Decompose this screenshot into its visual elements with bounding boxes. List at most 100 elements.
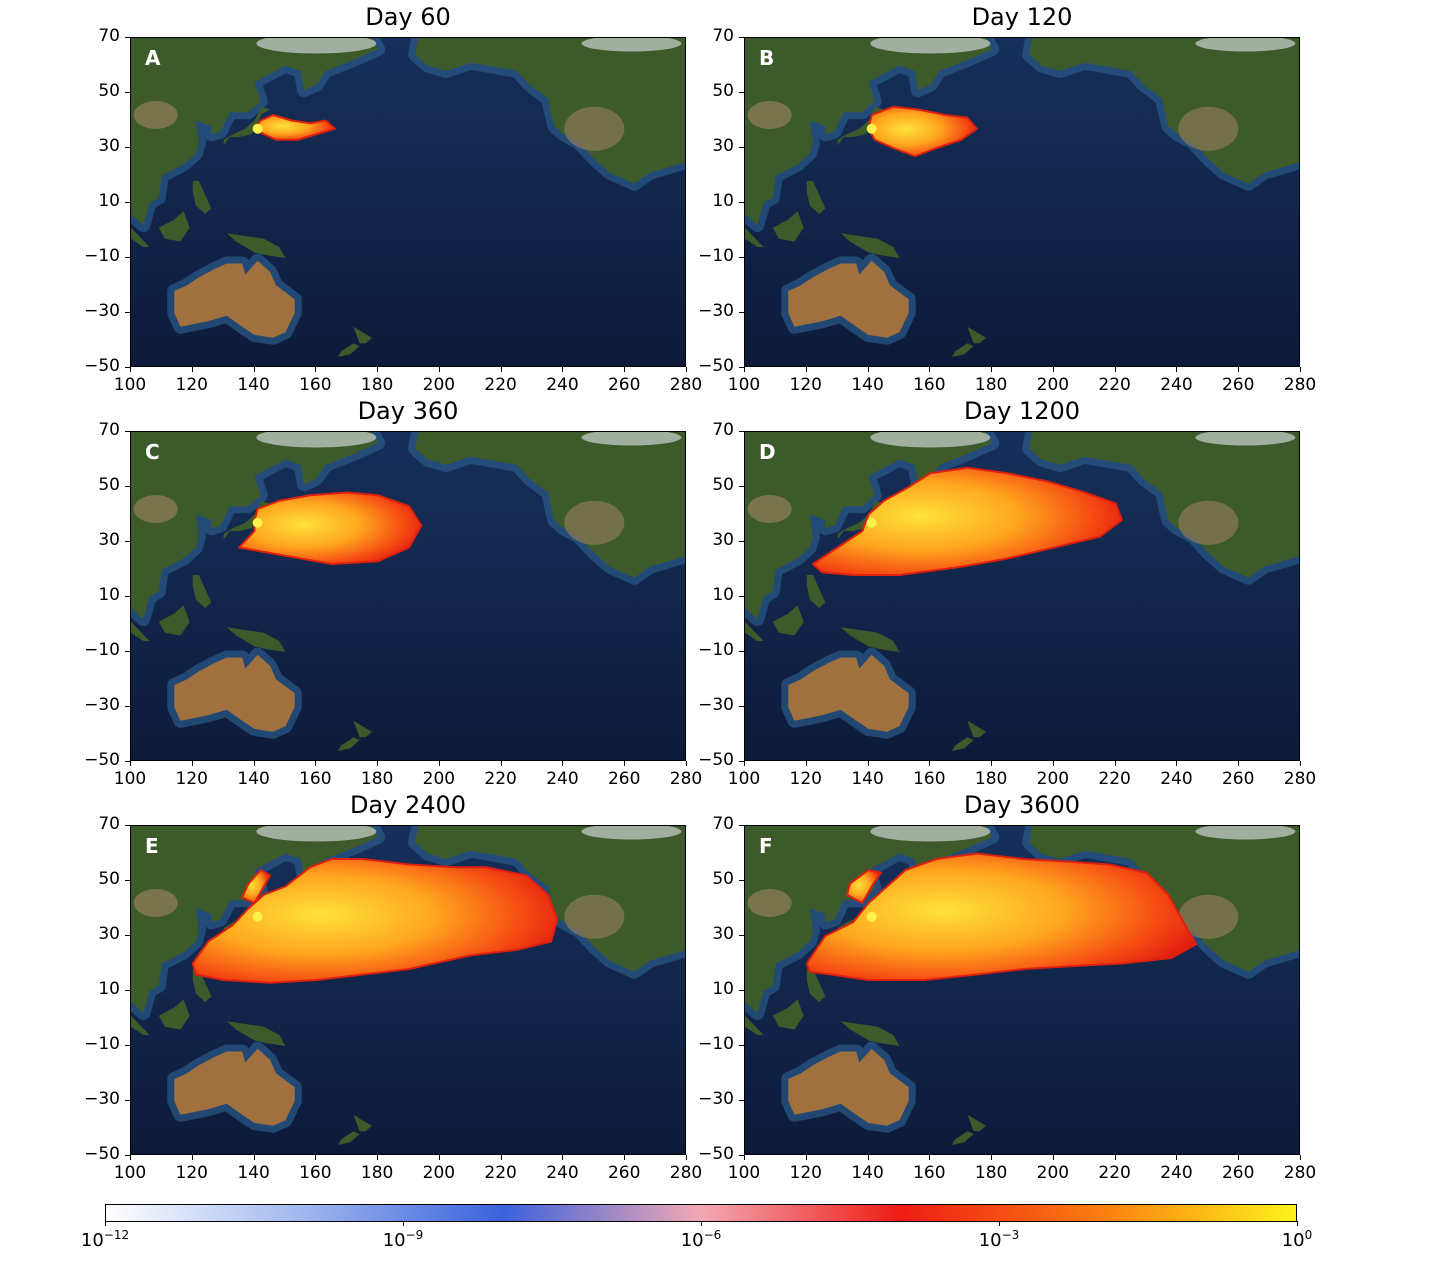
x-tick-mark <box>805 367 807 372</box>
x-tick-label: 120 <box>175 769 208 789</box>
x-tick-label: 260 <box>1221 769 1255 789</box>
x-tick-label: 260 <box>607 375 641 395</box>
x-tick-label: 120 <box>175 375 208 395</box>
x-tick-label: 220 <box>1098 769 1131 789</box>
colorbar-label: 10−3 <box>959 1228 1039 1251</box>
x-tick-mark <box>1114 761 1116 766</box>
x-tick-label: 140 <box>851 1163 884 1183</box>
x-tick-label: 140 <box>851 375 884 395</box>
satellite-map: F <box>744 825 1300 1155</box>
source-point <box>866 123 877 134</box>
source-point <box>252 123 263 134</box>
y-tick-label: 70 <box>712 26 734 46</box>
x-tick-label: 140 <box>237 1163 270 1183</box>
desert-region <box>133 495 178 523</box>
y-tick-label: −10 <box>698 1034 734 1054</box>
y-tick-mark <box>125 990 130 991</box>
x-tick-label: 260 <box>607 1163 641 1183</box>
x-tick-label: 240 <box>1160 1163 1193 1183</box>
map-panel: Day 2400 E 70 50 30 10 −10 −30 −50 100 120 140 160 18… <box>84 791 702 1183</box>
concentration-plume <box>253 114 336 141</box>
sumatra-landmass <box>131 1015 150 1035</box>
colorbar-tick <box>999 1221 1000 1226</box>
new-zealand-landmass <box>951 343 974 357</box>
y-tick-mark <box>125 1155 130 1156</box>
x-tick-mark <box>562 367 564 372</box>
north-america-landmass <box>1029 826 1299 972</box>
x-tick-label: 240 <box>546 375 579 395</box>
ice-region <box>1195 432 1296 446</box>
x-tick-mark <box>744 761 745 766</box>
x-tick-mark <box>130 367 131 372</box>
y-tick-mark <box>739 37 744 38</box>
x-tick-mark <box>805 761 807 766</box>
x-tick-label: 220 <box>484 769 517 789</box>
x-tick-label: 280 <box>1283 375 1317 395</box>
x-tick-label: 100 <box>113 769 147 789</box>
x-tick-label: 100 <box>727 769 761 789</box>
panel-title: Day 120 <box>971 3 1073 31</box>
concentration-plume <box>191 858 559 984</box>
map-panel: Day 3600 F 70 50 30 10 −10 −30 −50 100 120 140 160 18… <box>698 791 1316 1183</box>
new-guinea-landmass <box>840 233 900 258</box>
desert-region <box>1178 106 1239 151</box>
desert-region <box>1178 894 1239 939</box>
x-tick-mark <box>253 367 255 372</box>
y-tick-label: 70 <box>712 420 734 440</box>
y-tick-label: 50 <box>98 869 120 889</box>
y-tick-label: 50 <box>98 475 120 495</box>
x-tick-label: 160 <box>299 375 332 395</box>
x-tick-mark <box>1176 367 1178 372</box>
y-tick-label: −50 <box>84 356 120 376</box>
x-tick-mark <box>377 761 379 766</box>
x-tick-mark <box>805 1155 807 1160</box>
y-tick-mark <box>739 431 744 432</box>
x-tick-mark <box>1300 1155 1301 1160</box>
sumatra-landmass <box>131 227 150 247</box>
y-tick-label: −50 <box>84 750 120 770</box>
x-tick-label: 180 <box>974 375 1008 395</box>
borneo-landmass <box>772 211 804 242</box>
colorbar-label-exponent: −12 <box>103 1228 130 1242</box>
x-tick-mark <box>991 367 993 372</box>
satellite-map: D <box>744 431 1300 761</box>
panel-letter: B <box>759 46 775 70</box>
source-point <box>866 911 877 922</box>
x-tick-mark <box>929 1155 931 1160</box>
y-tick-label: −30 <box>698 695 734 715</box>
colorbar <box>105 1204 1297 1222</box>
desert-region <box>747 101 792 129</box>
north-america-landmass <box>415 38 685 184</box>
x-tick-mark <box>686 1155 687 1160</box>
australia-landmass <box>788 1048 909 1126</box>
x-tick-mark <box>500 761 502 766</box>
x-tick-label: 180 <box>360 375 394 395</box>
ice-region <box>1195 826 1296 840</box>
concentration-plume <box>805 852 1197 981</box>
new-zealand-landmass <box>951 737 974 751</box>
desert-region <box>133 101 178 129</box>
map-panel: Day 1200 D 70 50 30 10 −10 −30 −50 100 120 140 160 18… <box>698 397 1316 789</box>
x-tick-label: 280 <box>1283 769 1317 789</box>
x-tick-mark <box>1114 367 1116 372</box>
panel-title: Day 60 <box>365 3 451 31</box>
philippines-landmass <box>806 969 826 1002</box>
australia-landmass <box>788 654 909 732</box>
x-tick-label: 240 <box>1160 375 1193 395</box>
satellite-map: E <box>130 825 686 1155</box>
panel-title: Day 1200 <box>963 397 1081 425</box>
x-tick-mark <box>686 761 687 766</box>
y-tick-mark <box>739 367 744 368</box>
y-tick-label: 30 <box>712 530 734 550</box>
y-tick-label: 10 <box>98 191 120 211</box>
y-tick-mark <box>125 1100 130 1101</box>
new-guinea-landmass <box>840 1021 900 1046</box>
x-tick-mark <box>377 1155 379 1160</box>
x-tick-label: 140 <box>237 375 270 395</box>
panel-letter: D <box>759 440 776 464</box>
japan-landmass <box>223 106 270 146</box>
new-zealand-landmass <box>337 737 360 751</box>
y-tick-mark <box>739 1155 744 1156</box>
new-zealand-landmass <box>337 343 360 357</box>
y-tick-label: −10 <box>84 640 120 660</box>
